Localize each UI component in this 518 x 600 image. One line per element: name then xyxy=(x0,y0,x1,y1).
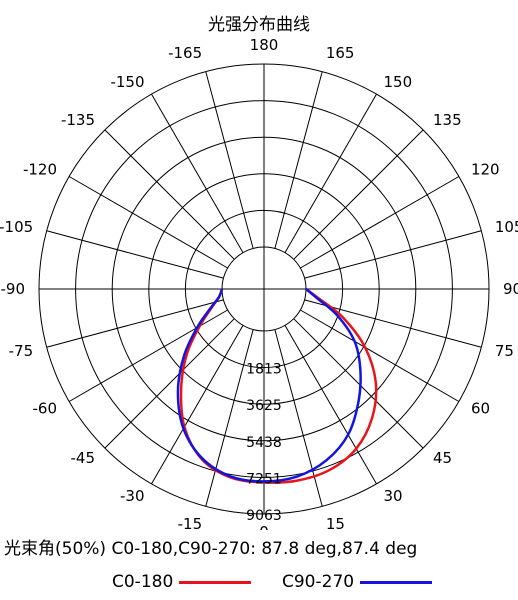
angle-tick-label: 180 xyxy=(250,36,279,54)
grid-spoke xyxy=(151,93,244,253)
angle-tick-label: 30 xyxy=(384,487,403,505)
grid-spoke xyxy=(104,318,235,449)
polar-chart: 1801651501351201059075604530150-15-30-45… xyxy=(0,36,518,530)
radial-tick-label: 1813 xyxy=(246,362,282,378)
legend-label-c90-270: C90-270 xyxy=(282,572,355,592)
grid-spoke xyxy=(274,71,323,249)
grid-spoke xyxy=(300,176,460,269)
grid-spoke xyxy=(293,129,424,260)
radial-tick-labels: 1813 3625 5438 7251 9063 xyxy=(246,362,282,524)
grid-spoke xyxy=(104,129,235,260)
angle-tick-label: -105 xyxy=(0,218,33,236)
legend-label-c0-180: C0-180 xyxy=(112,572,174,592)
grid-spoke xyxy=(300,309,460,402)
angle-tick-label: -120 xyxy=(23,161,57,179)
angle-tick-label: 60 xyxy=(471,400,490,418)
beam-angle-text: 光束角(50%) C0-180,C90-270: 87.8 deg,87.4 d… xyxy=(4,539,418,559)
angle-tick-label: 165 xyxy=(326,44,355,62)
angle-tick-label: -90 xyxy=(1,280,26,298)
polar-grid xyxy=(38,63,490,515)
angle-tick-label: -45 xyxy=(71,449,96,467)
angle-tick-label: 120 xyxy=(471,161,500,179)
series-line-c90-270 xyxy=(176,288,362,483)
angle-tick-labels: 1801651501351201059075604530150-15-30-45… xyxy=(0,36,518,530)
grid-spoke xyxy=(304,230,482,279)
radial-tick-label: 9063 xyxy=(246,508,282,524)
angle-tick-label: -150 xyxy=(110,73,144,91)
angle-tick-label: 0 xyxy=(259,523,269,530)
grid-spoke xyxy=(293,318,424,449)
grid-spoke xyxy=(68,176,228,269)
grid-spoke xyxy=(284,325,377,485)
angle-tick-label: 45 xyxy=(433,449,452,467)
grid-spoke xyxy=(284,93,377,253)
legend-item-c0-180: C0-180 xyxy=(112,572,252,592)
legend-swatch-c0-180 xyxy=(179,580,252,584)
grid-spoke xyxy=(46,230,224,279)
radial-tick-label: 5438 xyxy=(246,435,282,451)
grid-spoke xyxy=(205,71,254,249)
angle-tick-label: 15 xyxy=(326,515,345,530)
grid-spoke xyxy=(151,325,244,485)
angle-tick-label: 75 xyxy=(495,342,514,360)
angle-tick-label: -15 xyxy=(178,515,203,530)
angle-tick-label: -30 xyxy=(120,487,145,505)
series-line-c0-180 xyxy=(179,287,378,484)
angle-tick-label: -135 xyxy=(61,111,95,129)
grid-spoke xyxy=(46,299,224,348)
angle-tick-label: -60 xyxy=(33,400,58,418)
angle-tick-label: -165 xyxy=(168,44,202,62)
angle-tick-label: 150 xyxy=(384,73,413,91)
radial-tick-label: 7251 xyxy=(246,471,282,487)
angle-tick-label: 105 xyxy=(495,218,518,236)
legend: C0-180 C90-270 xyxy=(0,572,518,596)
grid-spoke xyxy=(205,329,254,507)
legend-item-c90-270: C90-270 xyxy=(282,572,433,592)
angle-tick-label: 90 xyxy=(503,280,518,298)
angle-tick-label: -75 xyxy=(9,342,34,360)
radial-tick-label: 3625 xyxy=(246,398,282,414)
intensity-curves xyxy=(176,287,378,484)
angle-tick-label: 135 xyxy=(433,111,462,129)
chart-title: 光强分布曲线 xyxy=(208,15,310,35)
legend-swatch-c90-270 xyxy=(360,580,433,584)
grid-spoke xyxy=(304,299,482,348)
